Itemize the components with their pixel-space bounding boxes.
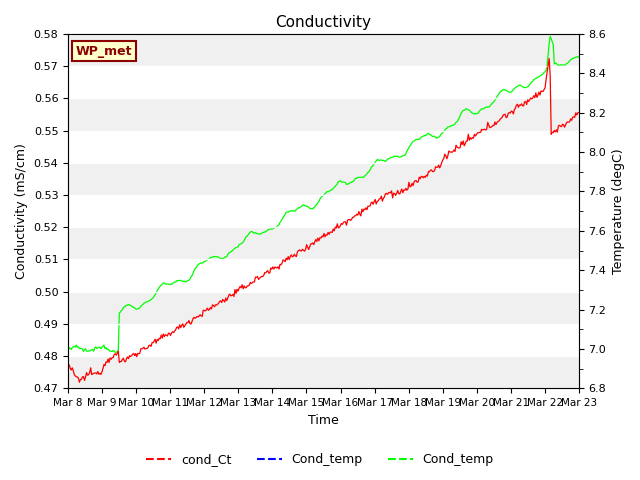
Bar bbox=[68, 195, 579, 227]
Bar bbox=[68, 66, 579, 98]
Bar bbox=[68, 324, 579, 356]
Bar bbox=[68, 131, 579, 163]
Bar bbox=[68, 292, 579, 324]
Bar bbox=[68, 34, 579, 66]
Title: Conductivity: Conductivity bbox=[275, 15, 371, 30]
Bar bbox=[68, 98, 579, 131]
Text: WP_met: WP_met bbox=[76, 45, 132, 58]
Bar bbox=[68, 163, 579, 195]
Bar bbox=[68, 227, 579, 260]
Y-axis label: Conductivity (mS/cm): Conductivity (mS/cm) bbox=[15, 143, 28, 279]
Y-axis label: Temperature (degC): Temperature (degC) bbox=[612, 148, 625, 274]
Bar bbox=[68, 356, 579, 388]
Legend: cond_Ct, Cond_temp, Cond_temp: cond_Ct, Cond_temp, Cond_temp bbox=[141, 448, 499, 471]
X-axis label: Time: Time bbox=[308, 414, 339, 427]
Bar bbox=[68, 260, 579, 292]
